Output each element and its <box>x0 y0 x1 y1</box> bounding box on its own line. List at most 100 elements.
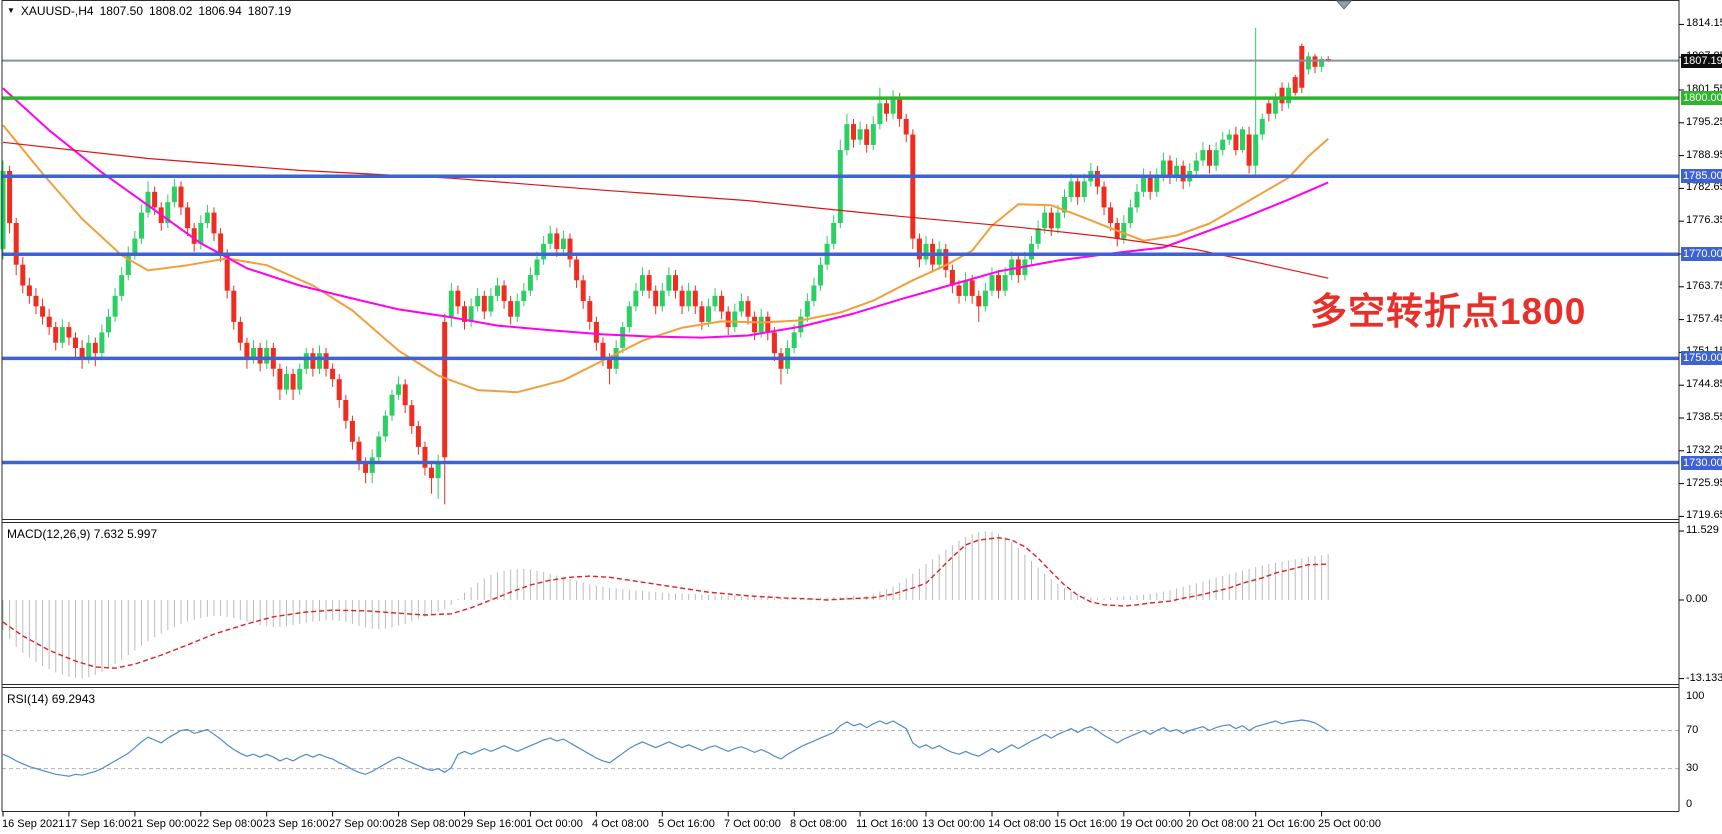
candle-bear <box>455 290 461 307</box>
candle-bear <box>719 295 725 312</box>
dropdown-triangle-icon[interactable]: ▼ <box>7 5 15 15</box>
candle-bear <box>692 290 698 307</box>
time-axis-label: 21 Sep 00:00 <box>131 818 197 830</box>
candle-bear <box>903 118 909 135</box>
candle-bear <box>79 348 85 359</box>
candle-bull <box>1009 259 1015 276</box>
candle-bear <box>1233 134 1239 151</box>
time-axis-label: 4 Oct 08:00 <box>592 818 649 830</box>
candle-bull <box>706 306 711 322</box>
candle-bull <box>139 212 144 239</box>
candle-bull <box>125 254 131 276</box>
candle-bull <box>560 238 566 249</box>
candle-bear <box>910 134 916 239</box>
candle-bear <box>257 348 263 364</box>
candle-bull <box>119 275 125 296</box>
price-axis-label: 1757.45 <box>1686 313 1722 325</box>
candle-bull <box>620 327 626 348</box>
rsi-plot <box>2 719 1679 777</box>
candle-bull <box>989 275 995 291</box>
candle-bull <box>396 384 402 395</box>
candle-bear <box>73 337 78 348</box>
low-value: 1806.94 <box>198 4 242 18</box>
time-axis-label: 1 Oct 00:00 <box>526 818 583 830</box>
candle-bear <box>969 280 975 296</box>
candle-bull <box>0 171 6 250</box>
price-axis-label: 1814.15 <box>1686 17 1722 29</box>
price-badge-1800.00: 1800.00 <box>1681 91 1722 105</box>
candle-bear <box>1101 186 1107 208</box>
time-axis-label: 7 Oct 00:00 <box>724 818 781 830</box>
candle-bull <box>982 290 988 307</box>
time-axis-label: 23 Sep 16:00 <box>263 818 329 830</box>
candle-bull <box>521 290 527 302</box>
time-axis-label: 19 Oct 00:00 <box>1120 818 1183 830</box>
candle-bull <box>870 124 876 145</box>
candle-bear <box>185 207 191 229</box>
candle-bull <box>818 264 823 286</box>
candle-bull <box>811 285 817 302</box>
candle-bull <box>877 103 883 125</box>
candle-bear <box>1094 171 1100 187</box>
candle-bear <box>349 420 355 442</box>
candle-bull <box>468 306 474 322</box>
candle-bear <box>20 264 26 286</box>
candle-bull <box>659 290 665 307</box>
candle-bear <box>778 353 784 369</box>
candle-bear <box>336 379 342 400</box>
macd-axis-label: -13.133 <box>1686 672 1722 684</box>
time-axis-label: 15 Oct 16:00 <box>1054 818 1117 830</box>
candle-bull <box>251 348 256 359</box>
candle-bear <box>462 306 467 322</box>
price-badge-1730.00: 1730.00 <box>1681 456 1722 470</box>
candle-bull <box>448 290 454 317</box>
price-axis-label: 1744.85 <box>1686 378 1722 390</box>
candle-bull <box>547 233 553 244</box>
price-axis-label: 1782.65 <box>1686 181 1722 193</box>
candle-bull <box>475 295 481 307</box>
time-axis-label: 21 Oct 16:00 <box>1252 818 1315 830</box>
candle-bull <box>389 394 395 416</box>
rsi-line <box>2 719 1329 777</box>
candle-bull <box>732 311 738 328</box>
candle-bear <box>1075 181 1081 197</box>
candle-bear <box>771 332 777 354</box>
candle-bull <box>640 275 645 291</box>
candle-bull <box>303 353 309 369</box>
horizontal-level-lines[interactable] <box>2 59 1679 465</box>
candle-bear <box>7 171 13 224</box>
candle-bull <box>1160 160 1166 177</box>
candle-bear <box>290 374 296 390</box>
axis-ticks <box>2 23 1684 817</box>
candle-bull <box>712 295 718 307</box>
candle-bear <box>956 285 962 296</box>
time-axis-label: 17 Sep 16:00 <box>65 818 131 830</box>
candle-bear <box>66 327 72 338</box>
rsi-axis-label: 100 <box>1686 690 1705 702</box>
candle-bear <box>1292 77 1298 93</box>
open-value: 1807.50 <box>99 4 143 18</box>
candle-bear <box>237 321 243 343</box>
candle-bull <box>1002 275 1008 291</box>
macd-indicator-label: MACD(12,26,9) 7.632 5.997 <box>7 527 157 541</box>
candle-bear <box>600 342 606 359</box>
candle-bear <box>765 316 771 333</box>
ma-orange-line <box>2 124 1329 394</box>
candle-bear <box>587 301 593 322</box>
candle-bull <box>1220 139 1226 151</box>
candle-bear <box>943 249 949 270</box>
candle-bull <box>382 415 388 437</box>
candle-bull <box>1154 176 1160 192</box>
candle-bull <box>1259 118 1265 135</box>
candle-bear <box>725 311 731 328</box>
scroll-to-end-icon[interactable] <box>1335 0 1353 10</box>
candle-bull <box>1068 181 1074 197</box>
time-axis-label: 11 Oct 16:00 <box>856 818 919 830</box>
candle-bear <box>323 353 329 369</box>
candle-bear <box>92 342 98 354</box>
candle-bull <box>1193 160 1199 171</box>
candle-bear <box>442 321 448 458</box>
candle-bull <box>1055 212 1061 229</box>
candle-bull <box>1042 212 1048 229</box>
